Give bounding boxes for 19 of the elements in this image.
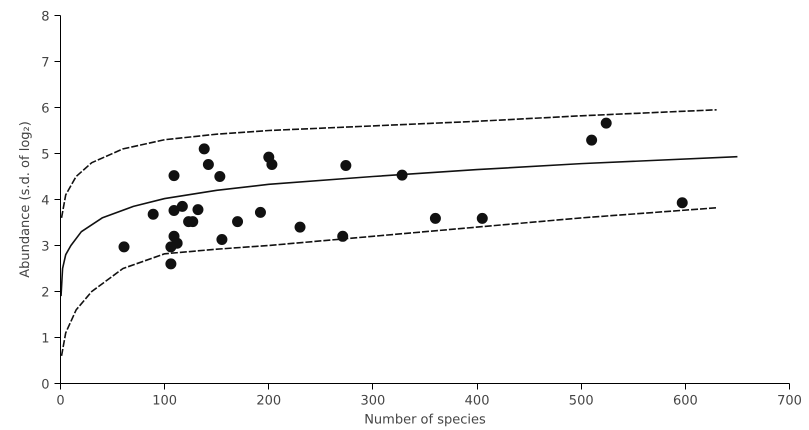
x-tick-label: 0: [56, 394, 65, 408]
y-axis-title: Abundance (s.d. of log₂): [18, 121, 34, 278]
x-tick-label: 700: [777, 394, 802, 408]
x-axis-title: Number of species: [364, 412, 486, 428]
y-tick-label: 0: [41, 378, 50, 392]
x-tick-label: 500: [568, 394, 594, 408]
y-tick-label: 6: [41, 102, 50, 116]
y-tick-label: 2: [41, 286, 50, 300]
x-tick-label: 100: [152, 394, 178, 408]
y-tick-label: 3: [41, 240, 50, 254]
y-tick-label: 1: [41, 332, 50, 346]
x-tick-label: 600: [672, 394, 698, 408]
y-tick-label: 8: [41, 10, 50, 24]
x-tick-label: 400: [464, 394, 490, 408]
y-tick-label: 5: [41, 148, 50, 162]
x-tick-label: 200: [256, 394, 282, 408]
y-tick-label: 7: [41, 56, 50, 70]
x-tick-label: 300: [360, 394, 386, 408]
y-tick-label: 4: [41, 194, 50, 208]
